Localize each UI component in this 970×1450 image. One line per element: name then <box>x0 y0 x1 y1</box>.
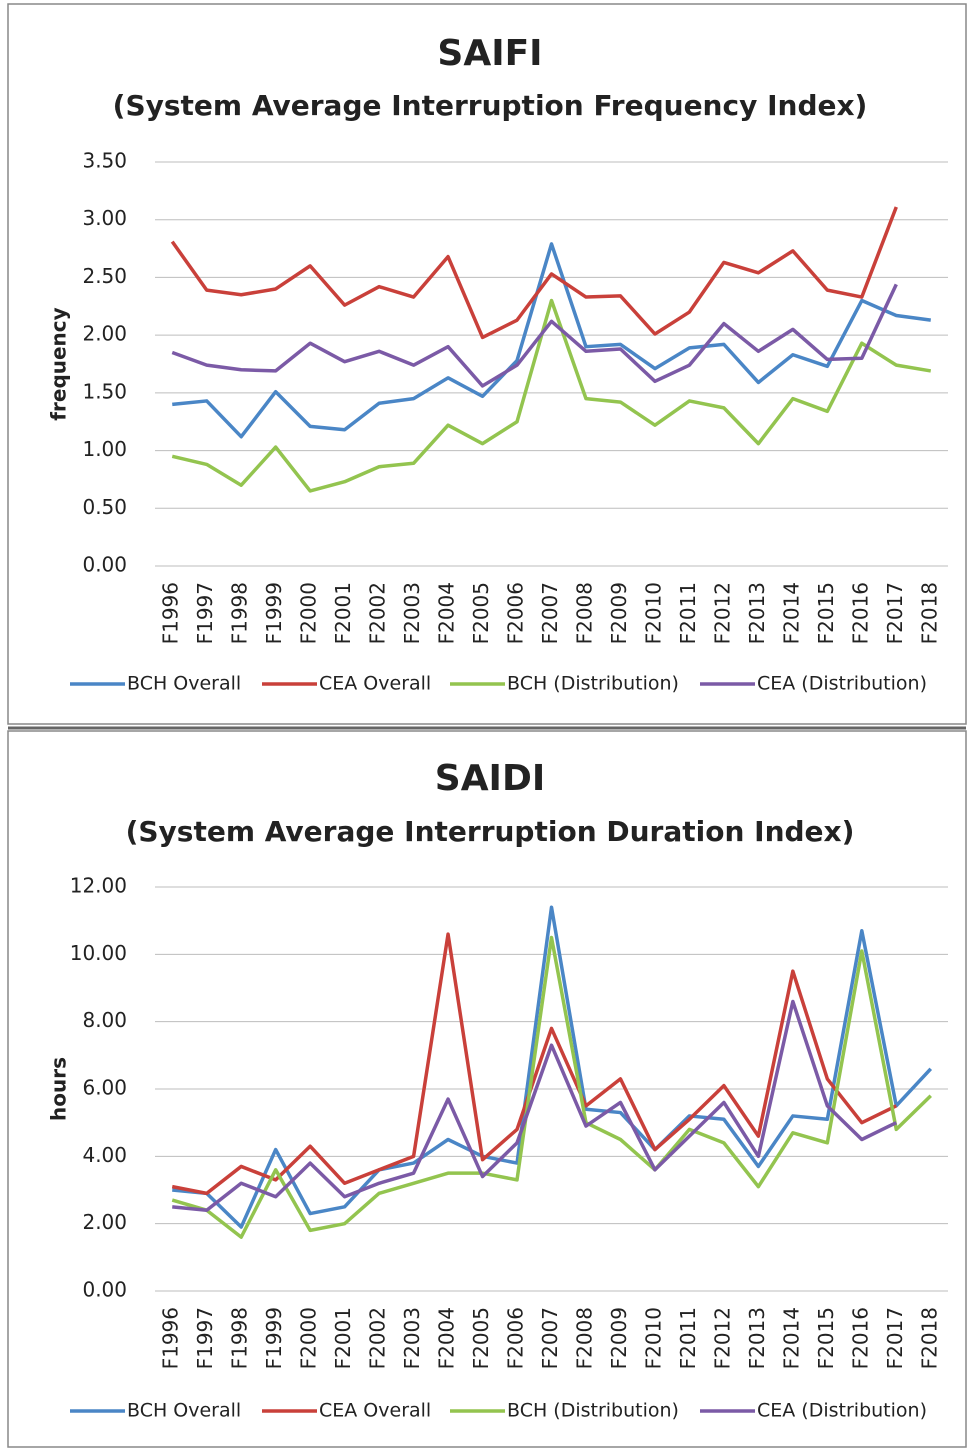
legend-label: CEA Overall <box>319 673 431 695</box>
x-tick-label: F2016 <box>848 1307 872 1369</box>
y-tick-label: 0.00 <box>82 553 127 577</box>
x-tick-label: F2007 <box>538 582 562 644</box>
legend-label: CEA Overall <box>319 1400 431 1422</box>
x-tick-label: F1999 <box>262 1307 286 1369</box>
chart-subtitle: (System Average Interruption Duration In… <box>126 815 855 848</box>
x-tick-label: F1996 <box>159 1307 183 1369</box>
y-tick-label: 8.00 <box>82 1008 127 1032</box>
y-tick-label: 3.00 <box>82 206 127 230</box>
y-tick-label: 10.00 <box>70 941 127 965</box>
x-tick-label: F2016 <box>848 582 872 644</box>
x-tick-label: F2005 <box>469 1307 493 1369</box>
y-tick-label: 2.50 <box>82 264 127 288</box>
x-tick-label: F2001 <box>331 582 355 644</box>
y-tick-label: 0.00 <box>82 1278 127 1302</box>
x-tick-label: F2015 <box>814 1307 838 1369</box>
x-tick-label: F2001 <box>331 1307 355 1369</box>
series-line <box>172 905 933 1229</box>
x-tick-label: F2006 <box>504 1307 528 1369</box>
x-tick-label: F2014 <box>779 1307 803 1369</box>
panel-frame <box>7 3 967 725</box>
x-tick-label: F2017 <box>883 582 907 644</box>
series-line <box>172 999 898 1212</box>
series-line <box>172 242 931 439</box>
y-tick-label: 4.00 <box>82 1143 127 1167</box>
y-tick-label: 0.50 <box>82 495 127 519</box>
y-tick-label: 1.00 <box>82 437 127 461</box>
x-tick-label: F1997 <box>193 1307 217 1369</box>
panel-frame <box>7 730 967 1448</box>
x-tick-label: F2007 <box>538 1307 562 1369</box>
y-tick-label: 1.50 <box>82 379 127 403</box>
chart-subtitle: (System Average Interruption Frequency I… <box>113 89 868 122</box>
legend-label: BCH (Distribution) <box>507 1400 679 1422</box>
x-tick-label: F2017 <box>883 1307 907 1369</box>
x-tick-label: F2011 <box>676 582 700 644</box>
chart-title: SAIFI <box>437 33 542 74</box>
x-tick-label: F1999 <box>262 582 286 644</box>
x-tick-label: F2011 <box>676 1307 700 1369</box>
x-tick-label: F2009 <box>607 1307 631 1369</box>
x-tick-label: F2009 <box>607 582 631 644</box>
x-tick-label: F2004 <box>435 582 459 644</box>
x-tick-label: F2000 <box>297 582 321 644</box>
x-tick-label: F2015 <box>814 582 838 644</box>
y-tick-label: 2.00 <box>82 1210 127 1234</box>
x-tick-label: F2013 <box>745 582 769 644</box>
y-tick-label: 6.00 <box>82 1076 127 1100</box>
y-tick-label: 12.00 <box>70 874 127 898</box>
x-tick-label: F2008 <box>572 582 596 644</box>
x-tick-label: F2018 <box>917 1307 941 1369</box>
x-tick-label: F2013 <box>745 1307 769 1369</box>
x-tick-label: F1998 <box>228 582 252 644</box>
series-line <box>171 283 898 388</box>
legend-label: BCH Overall <box>127 673 241 695</box>
x-tick-label: F2012 <box>710 582 734 644</box>
x-tick-label: F2002 <box>366 1307 390 1369</box>
x-tick-label: F2003 <box>400 1307 424 1369</box>
chart-title: SAIDI <box>435 758 545 799</box>
y-axis-label: frequency <box>47 307 71 420</box>
x-tick-label: F2014 <box>779 582 803 644</box>
x-tick-label: F2008 <box>572 1307 596 1369</box>
x-tick-label: F2006 <box>504 582 528 644</box>
x-tick-label: F1996 <box>159 582 183 644</box>
series-line <box>171 932 898 1196</box>
legend-label: CEA (Distribution) <box>757 1400 927 1422</box>
x-tick-label: F2003 <box>400 582 424 644</box>
legend-label: BCH (Distribution) <box>507 673 679 695</box>
x-tick-label: F2018 <box>917 582 941 644</box>
x-tick-label: F2012 <box>710 1307 734 1369</box>
x-tick-label: F2002 <box>366 582 390 644</box>
x-tick-label: F1997 <box>193 582 217 644</box>
y-axis-label: hours <box>47 1057 71 1121</box>
y-tick-label: 2.00 <box>82 322 127 346</box>
series-line <box>171 935 932 1239</box>
x-tick-label: F2005 <box>469 582 493 644</box>
x-tick-label: F2000 <box>297 1307 321 1369</box>
x-tick-label: F1998 <box>228 1307 252 1369</box>
x-tick-label: F2010 <box>641 582 665 644</box>
legend-label: BCH Overall <box>127 1400 241 1422</box>
series-line <box>170 206 898 340</box>
x-tick-label: F2010 <box>641 1307 665 1369</box>
y-tick-label: 3.50 <box>82 149 127 173</box>
x-tick-label: F2004 <box>435 1307 459 1369</box>
legend-label: CEA (Distribution) <box>757 673 927 695</box>
series-line <box>171 298 932 493</box>
